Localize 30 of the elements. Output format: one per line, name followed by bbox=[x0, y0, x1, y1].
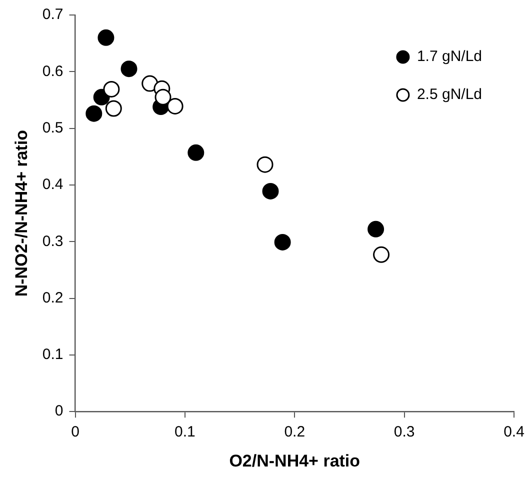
x-tick-label: 0.1 bbox=[174, 424, 196, 441]
point bbox=[120, 60, 138, 78]
x-tick-label: 0 bbox=[71, 424, 80, 441]
point bbox=[373, 246, 390, 263]
y-tick-label: 0 bbox=[54, 402, 64, 420]
y-axis-title: N-NO2-/N-NH4+ ratio bbox=[12, 130, 31, 297]
legend-label: 2.5 gN/Ld bbox=[416, 86, 482, 104]
y-tick-label: 0.4 bbox=[42, 176, 64, 194]
legend-label: 1.7 gN/Ld bbox=[416, 48, 482, 66]
y-tick-label: 0.1 bbox=[42, 346, 64, 364]
y-tick-label: 0.2 bbox=[42, 289, 64, 306]
y-tick-label: 0.3 bbox=[42, 232, 64, 250]
point bbox=[256, 156, 274, 173]
point bbox=[105, 100, 122, 117]
x-tick-label: 0.4 bbox=[504, 424, 524, 441]
x-tick-label: 0.3 bbox=[394, 424, 415, 441]
point bbox=[98, 29, 114, 46]
point bbox=[188, 144, 204, 161]
y-tick-label: 0.5 bbox=[42, 119, 64, 136]
x-tick-label: 0.2 bbox=[284, 424, 306, 441]
point bbox=[103, 80, 120, 98]
x-axis-title: O2/N-NH4+ ratio bbox=[229, 451, 360, 470]
point bbox=[166, 98, 184, 114]
point bbox=[274, 234, 291, 250]
y-tick-label: 0.6 bbox=[42, 62, 64, 80]
y-tick-label: 0.7 bbox=[42, 6, 64, 24]
point bbox=[86, 105, 102, 122]
point bbox=[154, 88, 172, 106]
point bbox=[262, 182, 279, 200]
point bbox=[368, 220, 384, 238]
